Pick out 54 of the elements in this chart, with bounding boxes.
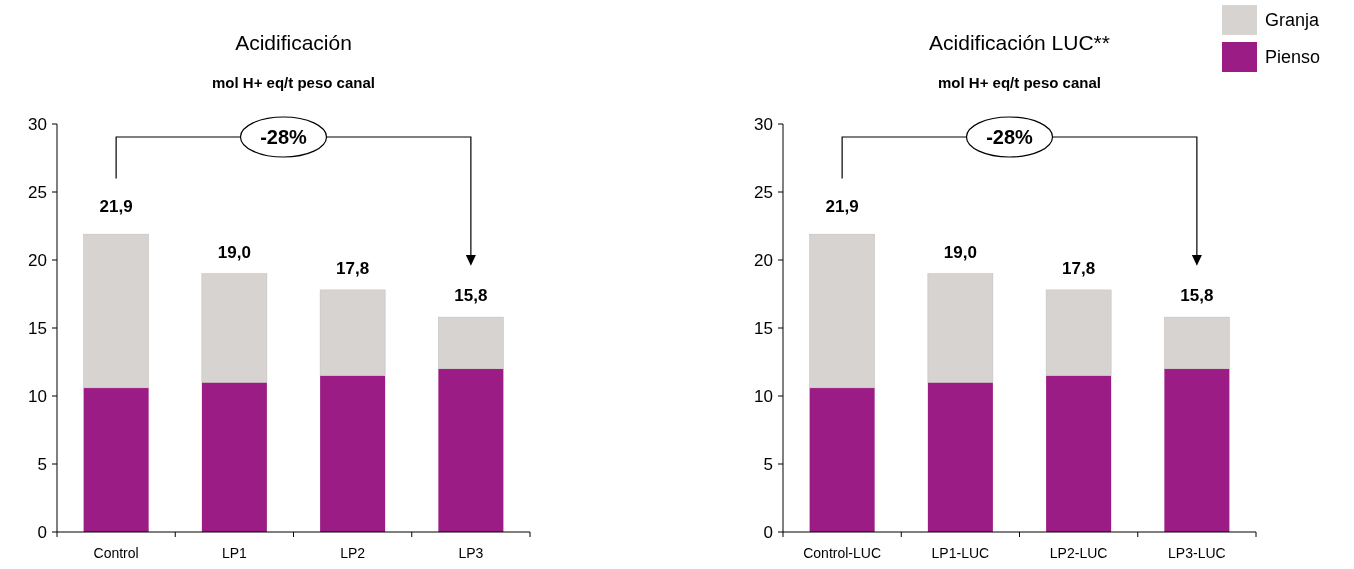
total-label: 15,8 xyxy=(1180,286,1214,306)
chart-subtitle: mol H+ eq/t peso canal xyxy=(938,74,1101,91)
y-tick-label: 0 xyxy=(763,522,773,542)
x-tick-label: LP2 xyxy=(340,545,366,561)
legend-label: Pienso xyxy=(1265,47,1321,68)
y-tick-label: 15 xyxy=(28,318,47,338)
bar xyxy=(809,387,875,532)
x-tick-label: LP3-LUC xyxy=(1168,545,1226,561)
bar xyxy=(83,233,149,389)
chart-title: Acidificación LUC** xyxy=(929,31,1110,54)
bar xyxy=(320,375,386,532)
total-label: 19,0 xyxy=(943,242,977,262)
bar xyxy=(1164,368,1230,532)
total-label: 17,8 xyxy=(336,258,370,278)
total-label: 21,9 xyxy=(99,197,133,217)
bar xyxy=(1164,316,1230,370)
annotation: -28% xyxy=(986,126,1034,148)
y-tick-label: 10 xyxy=(754,386,773,406)
y-tick-label: 20 xyxy=(754,250,773,270)
chart-title: Acidificación xyxy=(235,31,352,54)
total-label: 15,8 xyxy=(454,286,488,306)
bar xyxy=(809,233,875,389)
y-tick-label: 30 xyxy=(28,114,47,134)
total-label: 19,0 xyxy=(217,242,251,262)
chart-subtitle: mol H+ eq/t peso canal xyxy=(212,74,375,91)
y-tick-label: 25 xyxy=(754,182,773,202)
y-tick-label: 30 xyxy=(754,114,773,134)
y-tick-label: 0 xyxy=(37,522,47,542)
bar xyxy=(927,273,994,383)
x-tick-label: Control-LUC xyxy=(803,545,882,561)
total-label: 21,9 xyxy=(825,197,859,217)
total-label: 17,8 xyxy=(1062,258,1096,278)
bar xyxy=(438,316,504,370)
y-tick-label: 25 xyxy=(28,182,47,202)
y-tick-label: 5 xyxy=(763,454,773,474)
x-tick-label: LP1-LUC xyxy=(931,545,990,561)
y-tick-label: 10 xyxy=(28,386,47,406)
bar xyxy=(201,382,267,532)
legend-label: Granja xyxy=(1265,10,1321,31)
bar xyxy=(319,289,386,376)
bar xyxy=(83,387,149,532)
x-tick-label: Control xyxy=(93,545,139,561)
bar xyxy=(1045,289,1112,376)
x-tick-label: LP3 xyxy=(458,545,484,561)
bar xyxy=(438,368,504,532)
y-tick-label: 15 xyxy=(754,318,773,338)
annotation: -28% xyxy=(260,126,308,148)
bar xyxy=(1046,375,1112,532)
y-tick-label: 5 xyxy=(37,454,47,474)
x-tick-label: LP2-LUC xyxy=(1049,545,1108,561)
y-tick-label: 20 xyxy=(28,250,47,270)
bar xyxy=(927,382,993,532)
bar xyxy=(201,273,268,383)
x-tick-label: LP1 xyxy=(221,545,248,561)
